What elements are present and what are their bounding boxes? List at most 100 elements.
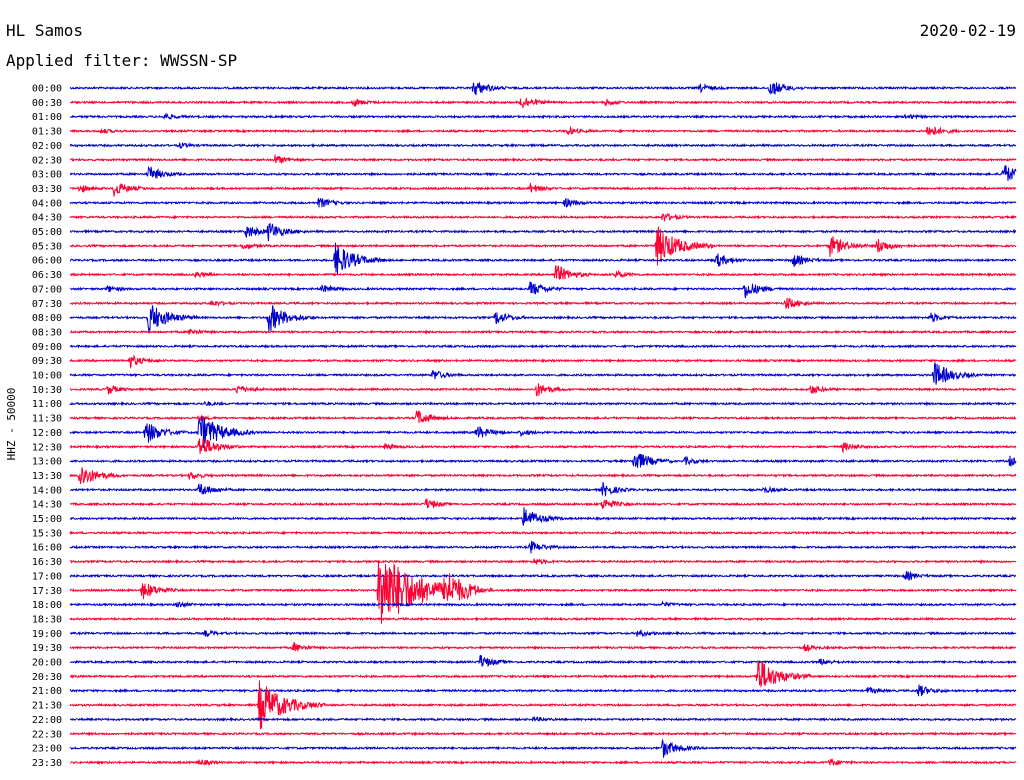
row-time-label: 16:00 <box>32 543 62 554</box>
row-time-label: 04:00 <box>32 198 62 209</box>
row-time-label: 23:30 <box>32 758 62 769</box>
row-time-label: 20:30 <box>32 672 62 683</box>
row-time-label: 06:00 <box>32 256 62 267</box>
row-time-label: 11:00 <box>32 399 62 410</box>
trace-row-2300 <box>69 738 1017 758</box>
row-time-label: 06:30 <box>32 270 62 281</box>
row-time-label: 14:00 <box>32 485 62 496</box>
trace-row-1830 <box>69 616 1017 622</box>
row-time-label: 03:30 <box>32 184 62 195</box>
row-time-label: 12:30 <box>32 442 62 453</box>
trace-row-0600 <box>69 242 1017 276</box>
trace-row-1930 <box>69 642 1017 653</box>
trace-row-0800 <box>69 304 1017 334</box>
row-time-label: 09:30 <box>32 356 62 367</box>
seismic-traces <box>69 82 1017 766</box>
row-time-label: 05:00 <box>32 227 62 238</box>
trace-row-1130 <box>69 410 1017 424</box>
row-time-label: 21:00 <box>32 686 62 697</box>
row-time-label: 09:00 <box>32 342 62 353</box>
y-axis-label-text: HHZ - 50000 <box>5 388 18 461</box>
row-time-label: 08:30 <box>32 327 62 338</box>
trace-row-0500 <box>69 223 1017 242</box>
row-time-label: 07:00 <box>32 284 62 295</box>
row-time-label: 10:00 <box>32 371 62 382</box>
trace-row-1030 <box>69 383 1017 397</box>
row-time-label: 19:30 <box>32 643 62 654</box>
trace-row-2200 <box>69 716 1017 723</box>
filter-label: Applied filter: WWSSN-SP <box>6 51 238 70</box>
trace-row-1230 <box>69 438 1017 454</box>
trace-row-0930 <box>69 354 1017 369</box>
trace-row-0330 <box>69 183 1017 197</box>
row-time-label: 01:00 <box>32 112 62 123</box>
row-time-label: 02:30 <box>32 155 62 166</box>
row-time-label: 18:00 <box>32 600 62 611</box>
trace-row-0700 <box>69 281 1017 299</box>
trace-row-0030 <box>69 97 1017 109</box>
row-time-label: 05:30 <box>32 241 62 252</box>
trace-row-0530 <box>69 226 1017 266</box>
trace-row-1730 <box>69 560 1017 624</box>
row-time-label: 14:30 <box>32 500 62 511</box>
row-time-label: 22:00 <box>32 715 62 726</box>
row-time-labels: 00:00 00:30 01:00 01:30 02:00 02:30 03:00 03:30… <box>32 84 62 769</box>
trace-row-2230 <box>69 731 1017 737</box>
row-time-label: 01:30 <box>32 127 62 138</box>
trace-row-1630 <box>69 558 1017 566</box>
trace-row-0130 <box>69 125 1017 136</box>
trace-row-2330 <box>69 758 1017 766</box>
row-time-label: 13:00 <box>32 457 62 468</box>
trace-row-0630 <box>69 265 1017 280</box>
trace-row-1530 <box>69 530 1017 536</box>
row-time-label: 11:30 <box>32 414 62 425</box>
trace-row-1000 <box>69 362 1017 385</box>
trace-row-0900 <box>69 343 1017 349</box>
trace-row-1500 <box>69 507 1017 526</box>
trace-row-0300 <box>69 165 1017 182</box>
row-time-label: 16:30 <box>32 557 62 568</box>
trace-row-0200 <box>69 142 1017 149</box>
row-time-label: 17:30 <box>32 586 62 597</box>
row-time-label: 18:30 <box>32 614 62 625</box>
trace-row-0400 <box>69 197 1017 208</box>
trace-row-1430 <box>69 498 1017 509</box>
trace-row-1300 <box>69 453 1017 468</box>
row-time-label: 00:00 <box>32 84 62 95</box>
trace-row-2130 <box>69 680 1017 730</box>
y-axis-label: HHZ - 50000 <box>5 388 18 461</box>
trace-row-0100 <box>69 112 1017 121</box>
row-time-label: 07:30 <box>32 299 62 310</box>
row-time-label: 20:00 <box>32 658 62 669</box>
trace-row-2000 <box>69 654 1017 667</box>
row-time-label: 04:30 <box>32 213 62 224</box>
row-time-label: 23:00 <box>32 744 62 755</box>
row-time-label: 02:00 <box>32 141 62 152</box>
trace-row-1200 <box>69 416 1017 448</box>
row-time-label: 10:30 <box>32 385 62 396</box>
row-time-label: 08:00 <box>32 313 62 324</box>
row-time-label: 15:00 <box>32 514 62 525</box>
station-title: HL Samos <box>6 21 84 40</box>
trace-row-1700 <box>69 570 1017 582</box>
row-time-label: 15:30 <box>32 528 62 539</box>
trace-row-2030 <box>69 661 1017 688</box>
trace-row-1100 <box>69 400 1017 407</box>
trace-row-1800 <box>69 600 1017 609</box>
trace-row-1900 <box>69 629 1017 638</box>
trace-row-1400 <box>69 482 1017 497</box>
trace-row-0730 <box>69 297 1017 310</box>
row-time-label: 19:00 <box>32 629 62 640</box>
row-time-label: 17:00 <box>32 571 62 582</box>
trace-row-1330 <box>69 467 1017 484</box>
row-time-label: 21:30 <box>32 701 62 712</box>
row-time-label: 03:00 <box>32 170 62 181</box>
trace-row-0000 <box>69 82 1017 96</box>
trace-row-1600 <box>69 540 1017 554</box>
trace-row-2100 <box>69 684 1017 697</box>
row-time-label: 22:30 <box>32 729 62 740</box>
trace-row-0430 <box>69 213 1017 222</box>
trace-row-0830 <box>69 328 1017 335</box>
row-time-label: 12:00 <box>32 428 62 439</box>
